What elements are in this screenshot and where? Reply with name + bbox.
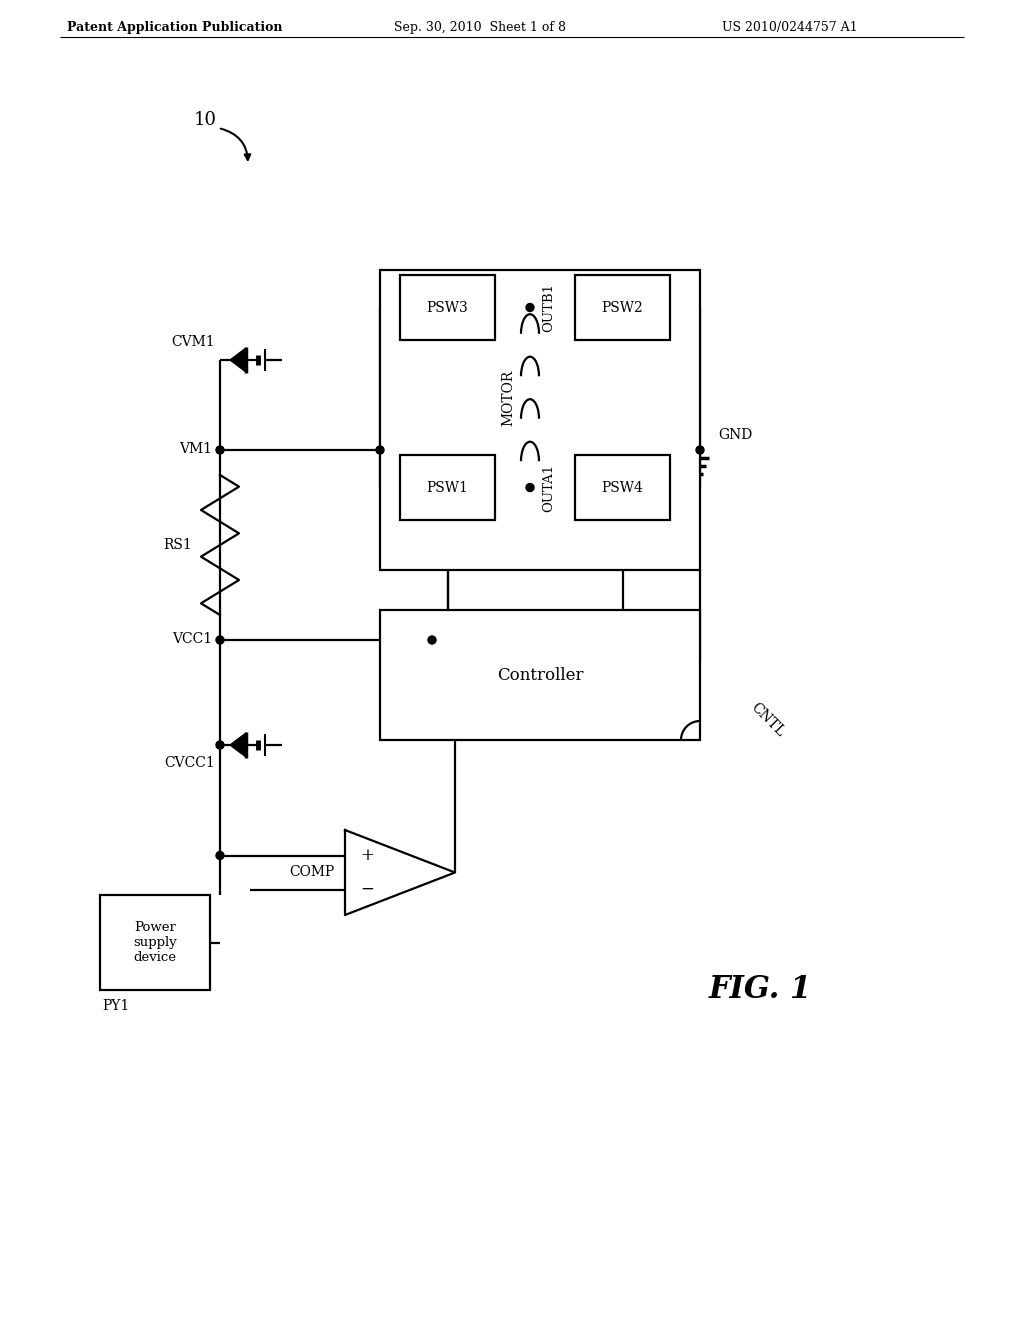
Circle shape	[216, 636, 224, 644]
Circle shape	[216, 741, 224, 748]
Circle shape	[526, 483, 534, 491]
Text: CVCC1: CVCC1	[164, 756, 215, 770]
Text: VM1: VM1	[179, 442, 212, 455]
Text: CNTL: CNTL	[748, 701, 787, 739]
Text: Power
supply
device: Power supply device	[133, 921, 177, 964]
Circle shape	[696, 446, 705, 454]
Text: CVM1: CVM1	[171, 335, 215, 348]
Text: PSW4: PSW4	[601, 480, 643, 495]
Text: −: −	[360, 880, 374, 898]
Bar	[575, 275, 670, 341]
Text: PSW2: PSW2	[602, 301, 643, 314]
Circle shape	[428, 636, 436, 644]
Text: Patent Application Publication: Patent Application Publication	[68, 21, 283, 33]
Text: Controller: Controller	[497, 667, 584, 684]
Text: GND: GND	[718, 428, 753, 442]
Text: US 2010/0244757 A1: US 2010/0244757 A1	[722, 21, 858, 33]
Text: COMP: COMP	[290, 866, 335, 879]
Text: VCC1: VCC1	[172, 632, 212, 645]
Circle shape	[376, 446, 384, 454]
Text: FIG. 1: FIG. 1	[709, 974, 812, 1006]
Text: MOTOR: MOTOR	[501, 370, 515, 425]
Circle shape	[526, 304, 534, 312]
Text: PSW1: PSW1	[427, 480, 468, 495]
Text: OUTB1: OUTB1	[543, 282, 555, 333]
Bar	[100, 895, 210, 990]
Bar	[380, 271, 700, 570]
Bar	[575, 455, 670, 520]
Bar	[400, 455, 495, 520]
Text: Sep. 30, 2010  Sheet 1 of 8: Sep. 30, 2010 Sheet 1 of 8	[394, 21, 566, 33]
Polygon shape	[345, 830, 455, 915]
Text: +: +	[360, 847, 374, 865]
Text: 10: 10	[194, 111, 216, 129]
Circle shape	[216, 446, 224, 454]
Text: RS1: RS1	[163, 539, 193, 552]
Polygon shape	[230, 733, 246, 756]
Text: OUTA1: OUTA1	[543, 463, 555, 512]
Bar	[400, 275, 495, 341]
Text: PY1: PY1	[102, 999, 129, 1012]
Text: PSW3: PSW3	[427, 301, 468, 314]
Circle shape	[216, 851, 224, 859]
Polygon shape	[230, 348, 246, 372]
Bar	[380, 610, 700, 741]
